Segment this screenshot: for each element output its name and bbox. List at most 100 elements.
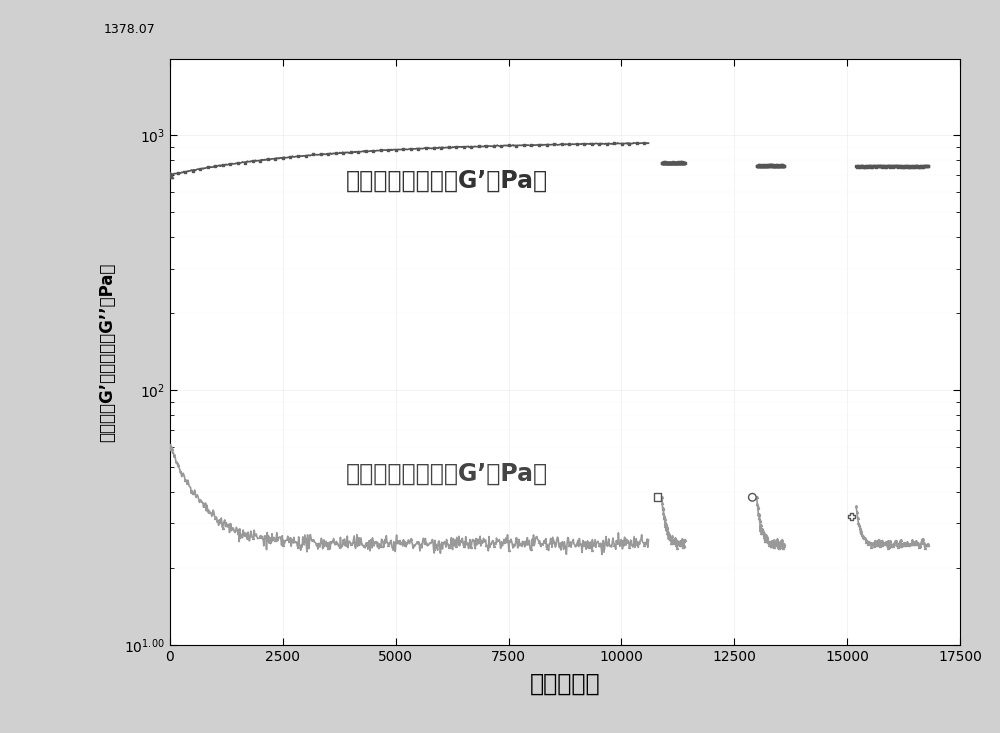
Point [760,535,776,547]
Point [766,534,782,546]
Point [772,160,788,172]
Point [756,531,772,543]
Point [869,536,885,548]
Point [661,157,677,169]
Point [876,537,892,549]
Point [675,537,691,549]
Point [897,537,913,548]
Point [373,144,389,156]
Point [666,157,682,169]
Point [889,539,905,550]
Point [765,160,781,172]
Point [769,534,785,545]
Point [666,534,682,546]
Point [764,537,780,548]
Point [849,161,865,173]
Point [764,535,780,547]
Point [756,160,772,172]
Point [869,537,885,548]
Point [767,536,783,548]
Point [758,160,774,172]
Point [388,144,404,155]
Point [883,161,899,172]
Point [760,160,776,172]
Text: 损耗（粘性）模量G’（Pa）: 损耗（粘性）模量G’（Pa） [345,462,548,486]
Point [767,160,783,172]
Point [676,157,692,169]
Point [861,536,877,548]
Point [629,138,645,150]
Point [774,534,790,546]
Point [888,534,904,546]
Point [666,534,682,545]
Point [660,531,676,542]
Point [569,539,585,550]
Point [655,157,671,169]
Point [899,537,915,548]
Point [758,534,774,545]
Point [207,161,223,172]
Point [755,527,771,539]
Point [751,160,767,172]
Point [884,160,900,172]
Point [754,160,770,172]
Point [766,537,782,549]
Point [478,539,494,550]
Point [774,538,790,550]
Point [910,537,926,548]
Point [663,537,679,548]
Point [659,157,675,169]
Point [774,536,790,548]
Point [754,160,770,172]
Point [892,161,908,172]
Point [657,157,673,169]
Point [673,157,689,169]
Point [655,507,671,518]
Point [755,526,771,537]
Point [606,138,622,150]
Point [433,539,449,551]
Point [614,537,630,549]
Point [881,542,897,553]
Point [328,147,344,159]
Point [772,537,788,548]
Point [909,537,925,549]
Point [433,142,449,154]
Point [762,160,778,172]
Point [670,537,686,548]
Point [749,160,765,172]
Point [870,161,886,172]
Point [878,536,894,548]
Point [749,491,765,503]
Point [656,156,672,168]
Point [907,161,923,173]
Point [516,537,532,548]
Point [230,527,246,539]
Point [669,537,685,549]
Point [621,541,637,553]
Point [448,540,464,552]
Point [486,140,502,152]
Point [252,530,268,542]
Point [868,539,884,551]
Point [867,535,883,547]
Point [855,161,871,172]
Point [761,539,777,550]
Point [759,531,775,543]
Point [478,141,494,152]
Point [871,161,887,172]
Point [761,160,777,172]
Point [659,157,675,169]
Point [660,528,676,540]
Point [667,535,683,547]
Point [904,161,920,172]
Point [768,539,784,551]
Point [659,528,675,539]
Point [313,537,329,548]
Point [380,539,396,550]
Point [880,161,896,172]
Point [755,160,771,172]
Text: 1378.07: 1378.07 [104,23,156,36]
Point [667,157,683,169]
Point [673,157,689,169]
